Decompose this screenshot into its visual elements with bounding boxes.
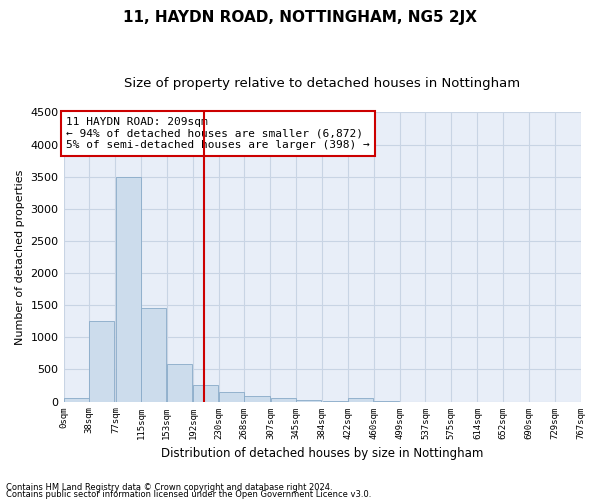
Y-axis label: Number of detached properties: Number of detached properties — [15, 170, 25, 344]
Bar — [219, 392, 244, 402]
Text: Contains public sector information licensed under the Open Government Licence v3: Contains public sector information licen… — [6, 490, 371, 499]
Bar — [296, 400, 322, 402]
X-axis label: Distribution of detached houses by size in Nottingham: Distribution of detached houses by size … — [161, 447, 483, 460]
Bar — [142, 308, 166, 402]
Bar — [89, 320, 115, 402]
Bar — [116, 178, 141, 402]
Bar — [64, 398, 89, 402]
Text: 11 HAYDN ROAD: 209sqm
← 94% of detached houses are smaller (6,872)
5% of semi-de: 11 HAYDN ROAD: 209sqm ← 94% of detached … — [66, 117, 370, 150]
Text: Contains HM Land Registry data © Crown copyright and database right 2024.: Contains HM Land Registry data © Crown c… — [6, 484, 332, 492]
Bar — [348, 398, 373, 402]
Title: Size of property relative to detached houses in Nottingham: Size of property relative to detached ho… — [124, 78, 520, 90]
Bar — [271, 398, 296, 402]
Bar — [193, 386, 218, 402]
Bar — [244, 396, 269, 402]
Text: 11, HAYDN ROAD, NOTTINGHAM, NG5 2JX: 11, HAYDN ROAD, NOTTINGHAM, NG5 2JX — [123, 10, 477, 25]
Bar — [167, 364, 192, 402]
